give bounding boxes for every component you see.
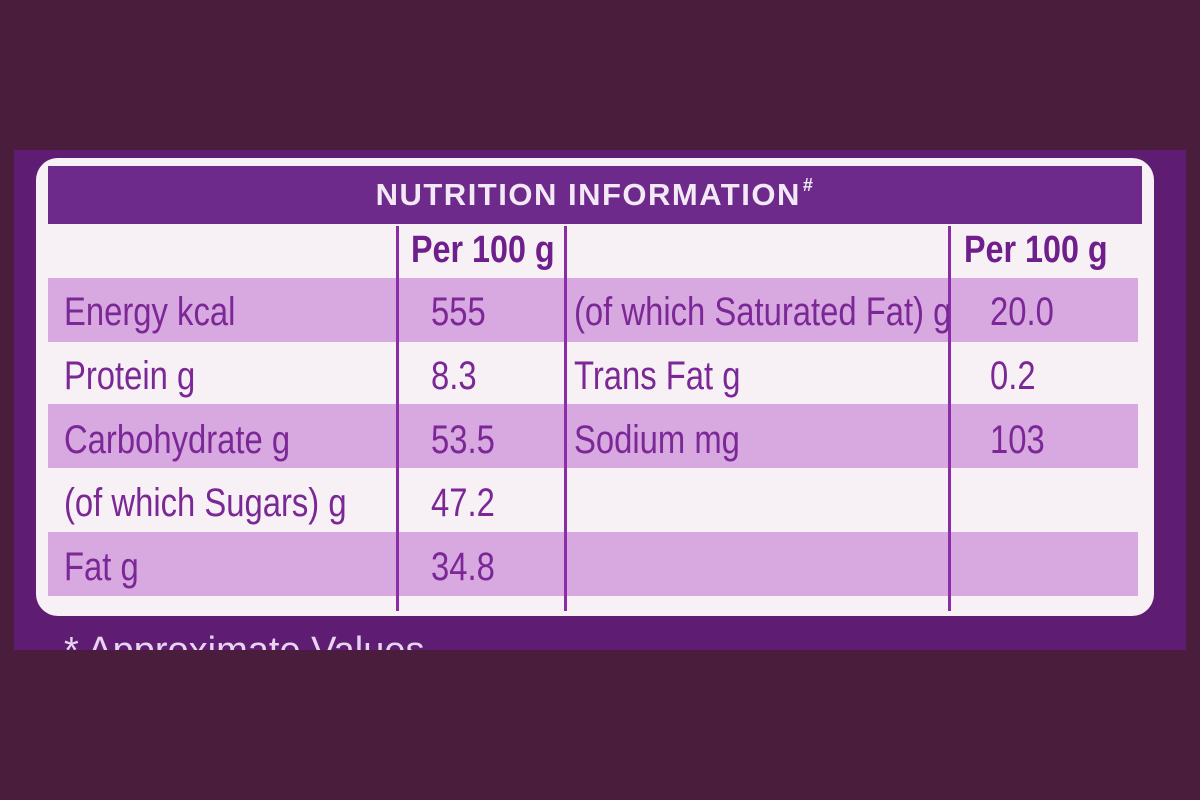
row-band-1	[48, 278, 1138, 342]
nutrient-label: (of which Sugars) g	[64, 481, 347, 525]
panel-title: NUTRITION INFORMATION	[375, 177, 801, 212]
nutrient-value: 0.2	[990, 354, 1036, 398]
column-divider-3	[948, 226, 951, 611]
column-header-left: Per 100 g	[411, 229, 555, 271]
nutrient-value: 8.3	[431, 354, 477, 398]
nutrient-label: Trans Fat g	[574, 354, 741, 398]
nutrient-value: 20.0	[990, 290, 1054, 334]
nutrient-label: Protein g	[64, 354, 196, 398]
nutrient-value: 34.8	[431, 545, 495, 589]
row-band-5	[48, 532, 1138, 596]
column-divider-1	[396, 226, 399, 611]
nutrient-label: Energy kcal	[64, 290, 236, 334]
column-header-right: Per 100 g	[964, 229, 1108, 271]
nutrient-label: Carbohydrate g	[64, 418, 291, 462]
nutrient-value: 53.5	[431, 418, 495, 462]
column-divider-2	[564, 226, 567, 611]
row-band-3	[48, 404, 1138, 468]
nutrient-value: 555	[431, 290, 486, 334]
nutrient-value: 47.2	[431, 481, 495, 525]
footnote: * Approximate Values	[64, 630, 425, 650]
nutrient-label: Fat g	[64, 545, 139, 589]
nutrition-panel: NUTRITION INFORMATION # Per 100 g Per 100…	[36, 158, 1154, 616]
nutrient-label: Sodium mg	[574, 418, 740, 462]
nutrient-label: (of which Saturated Fat) g	[574, 290, 952, 334]
title-mark: #	[802, 174, 815, 195]
nutrient-value: 103	[990, 418, 1045, 462]
wrapper-packaging: NUTRITION INFORMATION # Per 100 g Per 100…	[14, 150, 1186, 650]
title-band: NUTRITION INFORMATION #	[48, 166, 1142, 224]
